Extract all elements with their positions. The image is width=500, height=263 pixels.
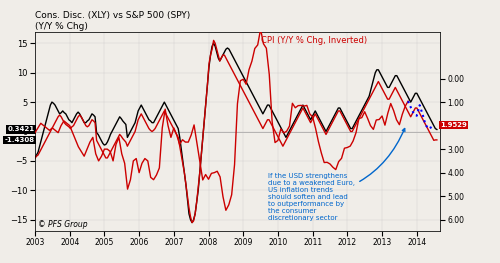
Text: If the USD strengthens
due to a weakened Euro,
US inflation trends
should soften: If the USD strengthens due to a weakened… bbox=[268, 129, 405, 221]
Text: 1.9529: 1.9529 bbox=[440, 122, 467, 128]
Text: © PFS Group: © PFS Group bbox=[38, 220, 88, 229]
Text: -1.4308: -1.4308 bbox=[4, 137, 34, 143]
Text: 0.3421: 0.3421 bbox=[8, 127, 34, 133]
Text: Cons. Disc. (XLY) vs S&P 500 (SPY)
(Y/Y % Chg): Cons. Disc. (XLY) vs S&P 500 (SPY) (Y/Y … bbox=[35, 11, 190, 31]
Text: CPI (Y/Y % Chg, Inverted): CPI (Y/Y % Chg, Inverted) bbox=[260, 36, 366, 45]
